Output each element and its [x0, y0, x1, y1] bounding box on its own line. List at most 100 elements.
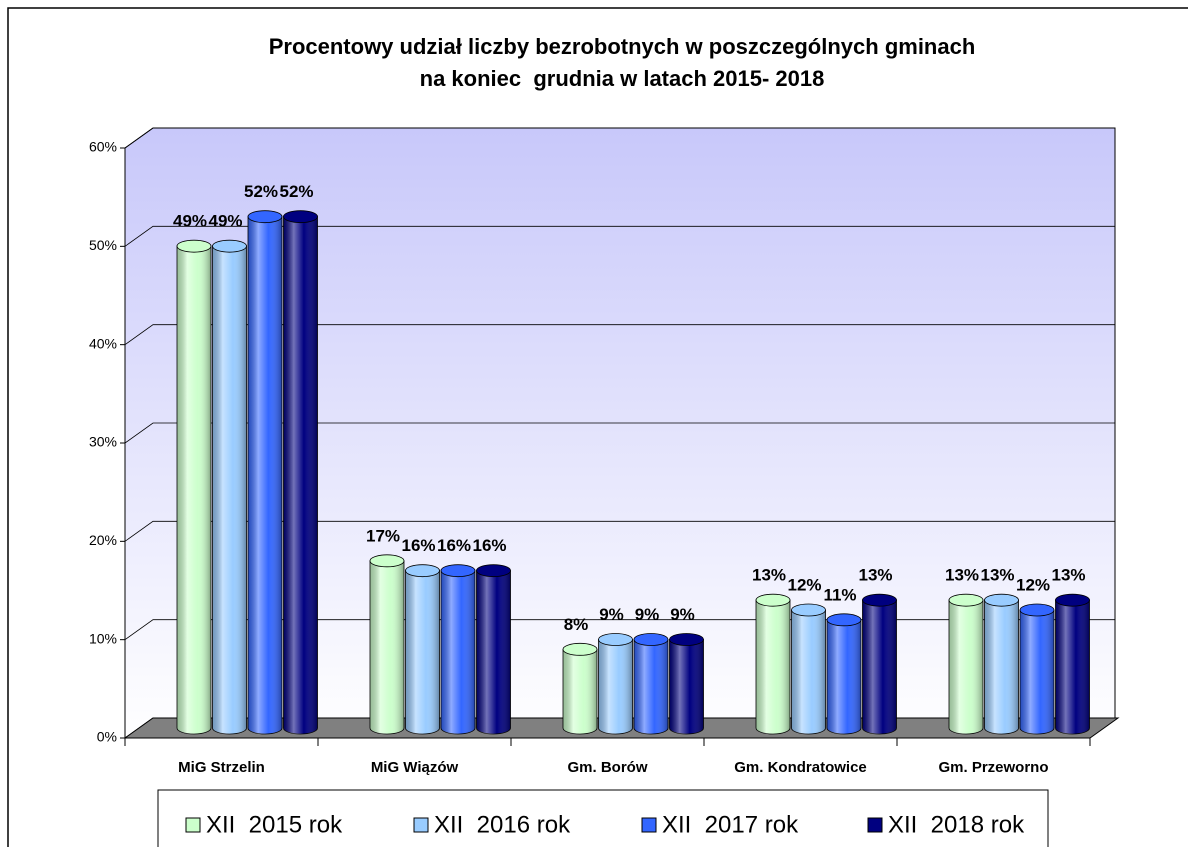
bar [669, 633, 704, 735]
bar-top [862, 593, 897, 607]
data-label: 12% [787, 575, 821, 594]
bar-shade [476, 570, 511, 734]
legend-label: XII 2017 rok [662, 811, 799, 838]
x-tick-label: Gm. Borów [567, 759, 647, 776]
legend-label: XII 2015 rok [206, 811, 343, 838]
grid-line [124, 422, 1115, 444]
bar-top [212, 239, 247, 253]
bar-top [405, 564, 440, 578]
bar-top [1055, 593, 1090, 607]
data-label: 13% [752, 566, 786, 585]
bar-shade [949, 600, 983, 734]
bar-shade [248, 216, 282, 734]
bar-top [176, 239, 212, 253]
bar-top [283, 210, 318, 224]
legend [157, 789, 1049, 847]
data-label: 52% [244, 182, 278, 201]
legend-label: XII 2018 rok [888, 811, 1025, 838]
bar [598, 633, 633, 735]
y-tick-label: 40% [89, 335, 117, 351]
grid-line [124, 225, 1115, 247]
data-label: 52% [279, 182, 313, 201]
x-tick-label: MiG Wiązów [371, 759, 459, 776]
bar [405, 564, 440, 735]
data-label: 11% [823, 585, 856, 604]
x-tick-label: Gm. Przeworno [938, 759, 1048, 776]
bar [176, 239, 212, 735]
data-label: 13% [945, 566, 979, 585]
bar-top [826, 613, 862, 627]
bar-shade [598, 639, 633, 734]
bar-shade [862, 600, 897, 734]
bar [212, 239, 247, 735]
data-label: 13% [1051, 566, 1085, 585]
y-tick-label: 60% [89, 139, 117, 155]
bar-shade [1055, 600, 1090, 734]
data-label: 9% [670, 605, 695, 624]
legend-swatch [413, 817, 429, 833]
bar-shade [827, 619, 861, 734]
legend-label: XII 2016 rok [434, 811, 571, 838]
bar-top [1019, 603, 1055, 617]
bar-top [440, 564, 476, 578]
legend-swatch [867, 817, 883, 833]
chart-title: na koniec grudnia w latach 2015- 2018 [420, 66, 825, 91]
bar-shade [405, 570, 440, 734]
bar-top [598, 633, 633, 646]
bar-top [948, 593, 984, 607]
bar [1055, 593, 1090, 735]
y-tick-label: 10% [89, 630, 117, 646]
bar [984, 593, 1019, 735]
chart-border [7, 7, 1188, 847]
bar-shade [791, 610, 826, 734]
bar-shade [669, 639, 704, 734]
bar-shade [370, 560, 404, 734]
bar-shade [634, 639, 668, 734]
legend-swatch [185, 817, 201, 833]
bar-top [476, 564, 511, 578]
bar-shade [1020, 610, 1054, 734]
bar [633, 633, 669, 735]
y-tick-label: 0% [97, 729, 117, 745]
bar [440, 564, 476, 735]
bar-shade [756, 600, 790, 734]
bar [755, 593, 791, 735]
bar [862, 593, 897, 735]
x-tick-label: MiG Strzelin [178, 759, 265, 776]
bar [948, 593, 984, 735]
data-label: 9% [635, 605, 660, 624]
y-tick-label: 50% [89, 237, 117, 253]
data-label: 49% [173, 212, 207, 231]
data-label: 13% [980, 566, 1014, 585]
bar-shade [984, 600, 1019, 734]
bar [476, 564, 511, 735]
bar-top [755, 593, 791, 607]
bar-top [369, 554, 405, 568]
bar-top [791, 603, 826, 617]
data-label: 13% [858, 566, 892, 585]
data-label: 8% [564, 615, 589, 634]
legend-swatch [641, 817, 657, 833]
data-label: 9% [599, 605, 624, 624]
bar-top [633, 633, 669, 646]
bar [791, 603, 826, 735]
bar [562, 642, 598, 735]
grid-line [124, 520, 1115, 542]
data-label: 49% [208, 212, 242, 231]
bar [1019, 603, 1055, 735]
bar-shade [441, 570, 475, 734]
bar-shade [212, 246, 247, 734]
bar-top [669, 633, 704, 646]
bar [283, 210, 318, 735]
bar [369, 554, 405, 735]
data-label: 16% [437, 536, 471, 555]
bar-shade [563, 649, 597, 734]
bar-shade [283, 216, 318, 734]
bar-top [247, 210, 283, 224]
bar-top [984, 593, 1019, 607]
bar [247, 210, 283, 735]
x-tick-label: Gm. Kondratowice [734, 759, 867, 776]
data-label: 12% [1016, 575, 1050, 594]
chart-title: Procentowy udział liczby bezrobotnych w … [269, 34, 976, 59]
